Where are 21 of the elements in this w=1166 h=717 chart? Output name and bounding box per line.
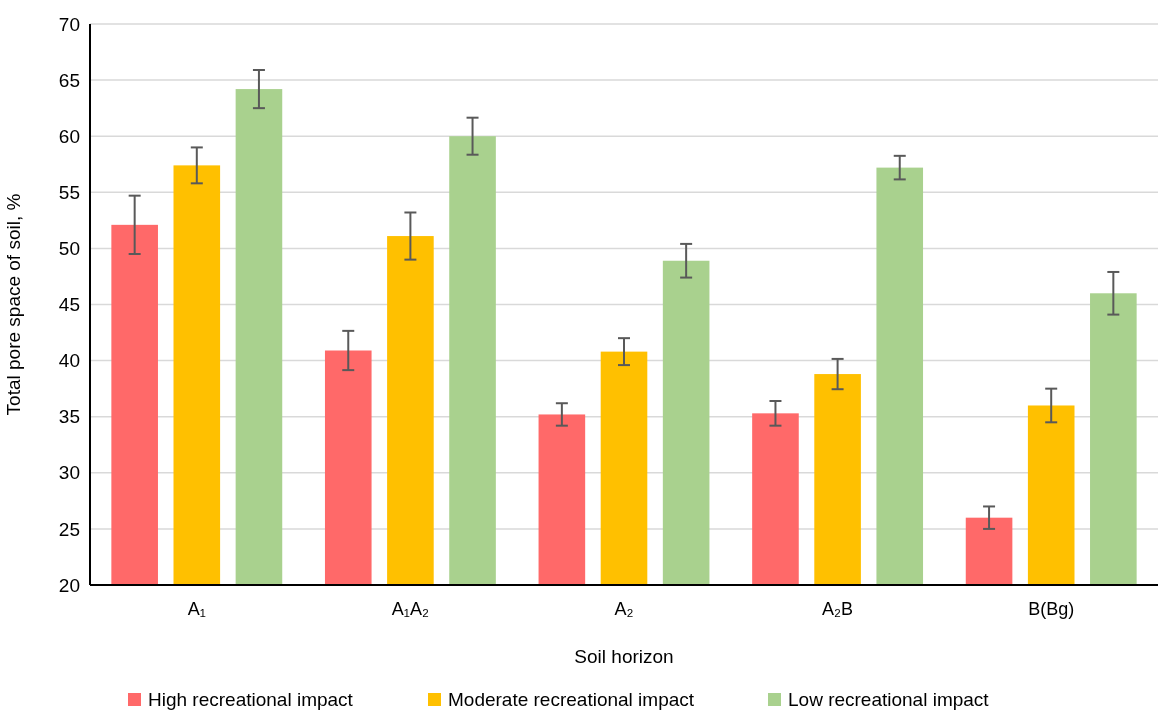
x-tick-label: B(Bg): [1028, 599, 1075, 619]
legend-label: Low recreational impact: [788, 689, 990, 710]
x-tick-label: A₁: [187, 599, 206, 619]
y-tick-label: 40: [58, 350, 80, 372]
y-tick-label: 55: [58, 181, 80, 203]
x-tick-label: A₁A₂: [391, 599, 429, 619]
x-axis-title: Soil horizon: [574, 646, 674, 667]
y-axis-title: Total pore space of soil, %: [3, 193, 24, 416]
legend-label: High recreational impact: [148, 689, 354, 710]
y-tick-label: 20: [58, 574, 80, 596]
legend-label: Moderate recreational impact: [448, 689, 695, 710]
y-tick-label: 50: [58, 238, 80, 260]
y-tick-label: 30: [58, 462, 80, 484]
y-tick-label: 45: [58, 294, 80, 316]
y-tick-label: 35: [58, 406, 80, 428]
y-tick-label: 70: [58, 13, 80, 35]
y-tick-label: 60: [58, 125, 80, 147]
y-tick-label: 25: [58, 518, 80, 540]
y-tick-label: 65: [58, 69, 80, 91]
x-tick-label: A₂B: [822, 599, 854, 619]
x-tick-label: A₂: [614, 599, 634, 619]
